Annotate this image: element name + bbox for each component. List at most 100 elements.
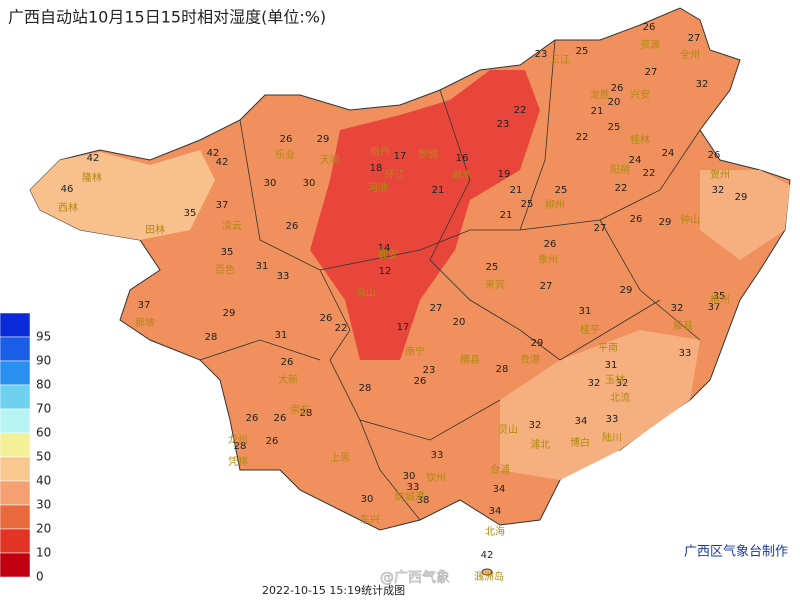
- station-value: 26: [611, 83, 624, 94]
- station-value: 27: [645, 67, 658, 78]
- moist-south: [500, 330, 700, 480]
- station-value: 26: [246, 413, 259, 424]
- legend-swatch: [0, 432, 31, 458]
- station-value: 22: [615, 183, 628, 194]
- city-name: 兴安: [630, 88, 650, 101]
- city-name: 平南: [598, 341, 618, 354]
- city-name: 全州: [680, 48, 700, 61]
- station-value: 24: [662, 148, 675, 159]
- legend-label: 10: [36, 546, 51, 560]
- station-value: 23: [497, 119, 510, 130]
- city-name: 都安: [378, 248, 398, 261]
- station-value: 30: [303, 178, 316, 189]
- station-value: 27: [688, 33, 701, 44]
- legend-swatch: [0, 528, 31, 554]
- station-value: 28: [234, 441, 247, 452]
- city-name: 凌云: [222, 219, 242, 232]
- station-value: 26: [280, 134, 293, 145]
- station-value: 33: [407, 482, 420, 493]
- city-name: 北流: [610, 391, 630, 404]
- station-value: 28: [205, 332, 218, 343]
- city-name: 河池: [368, 181, 388, 194]
- city-name: 钟山: [680, 213, 700, 226]
- station-value: 24: [629, 155, 642, 166]
- station-value: 12: [379, 266, 392, 277]
- station-value: 20: [453, 317, 466, 328]
- legend: 95 90 80 70 60 50 40 30 20 10 0: [0, 312, 51, 584]
- city-name: 上思: [330, 452, 350, 464]
- station-value: 29: [317, 134, 330, 145]
- station-value: 46: [61, 184, 74, 195]
- city-name: 阳朔: [610, 163, 630, 176]
- station-value: 26: [286, 221, 299, 232]
- station-value: 33: [679, 348, 692, 359]
- station-value: 21: [591, 106, 604, 117]
- station-value: 26: [414, 376, 427, 387]
- legend-swatch: [0, 480, 31, 506]
- station-value: 22: [514, 105, 527, 116]
- station-value: 32: [529, 420, 542, 431]
- station-value: 26: [630, 214, 643, 225]
- city-name: 梧州: [710, 293, 730, 306]
- city-name: 南丹: [370, 145, 390, 158]
- station-value: 34: [489, 506, 502, 517]
- city-name: 西林: [58, 201, 78, 214]
- station-value: 26: [320, 313, 333, 324]
- station-value: 30: [403, 471, 416, 482]
- legend-swatch: [0, 552, 31, 578]
- station-value: 37: [708, 302, 721, 313]
- city-name: 三江: [550, 54, 570, 66]
- station-value: 31: [579, 306, 592, 317]
- station-value: 32: [671, 303, 684, 314]
- city-name: 天峨: [320, 154, 340, 166]
- station-value: 29: [620, 285, 633, 296]
- station-value: 32: [712, 185, 725, 196]
- station-value: 22: [643, 168, 656, 179]
- moist-west: [30, 150, 215, 240]
- city-name: 凭祥: [228, 455, 248, 468]
- city-name: 玉林: [605, 373, 625, 386]
- city-name: 来宾: [485, 278, 505, 291]
- credit: 广西区气象台制作: [684, 544, 788, 560]
- legend-label: 90: [36, 354, 51, 368]
- station-value: 21: [510, 185, 523, 196]
- station-value: 18: [370, 163, 383, 174]
- city-name: 南宁: [405, 345, 425, 358]
- legend-label: 30: [36, 498, 51, 512]
- station-value: 37: [138, 300, 151, 311]
- station-value: 42: [87, 153, 100, 164]
- station-value: 29: [735, 192, 748, 203]
- station-value: 26: [544, 239, 557, 250]
- city-name: 桂林: [630, 133, 650, 146]
- station-value: 22: [335, 323, 348, 334]
- station-value: 19: [498, 169, 511, 180]
- station-value: 35: [184, 208, 197, 219]
- station-value: 25: [486, 262, 499, 273]
- station-value: 21: [432, 185, 445, 196]
- city-name: 涠洲岛: [474, 570, 504, 583]
- city-name: 融水: [452, 169, 472, 181]
- moist-east: [700, 170, 790, 260]
- legend-label: 80: [36, 378, 51, 392]
- legend-label: 0: [36, 570, 44, 584]
- legend-swatch: [0, 504, 31, 530]
- station-value: 27: [594, 223, 607, 234]
- city-name: 崇左: [290, 403, 310, 416]
- city-name: 马山: [356, 287, 376, 299]
- station-value: 25: [608, 122, 621, 133]
- city-name: 陆川: [602, 431, 622, 444]
- city-name: 博白: [570, 436, 590, 449]
- city-name: 龙胜: [590, 88, 610, 101]
- station-value: 27: [540, 281, 553, 292]
- legend-label: 95: [36, 330, 51, 344]
- station-value: 16: [456, 153, 469, 164]
- city-name: 大新: [278, 373, 298, 386]
- dry-core: [310, 70, 540, 360]
- station-value: 29: [659, 217, 672, 228]
- station-value: 35: [221, 247, 234, 258]
- station-value: 26: [266, 436, 279, 447]
- legend-label: 70: [36, 402, 51, 416]
- station-value: 28: [300, 408, 313, 419]
